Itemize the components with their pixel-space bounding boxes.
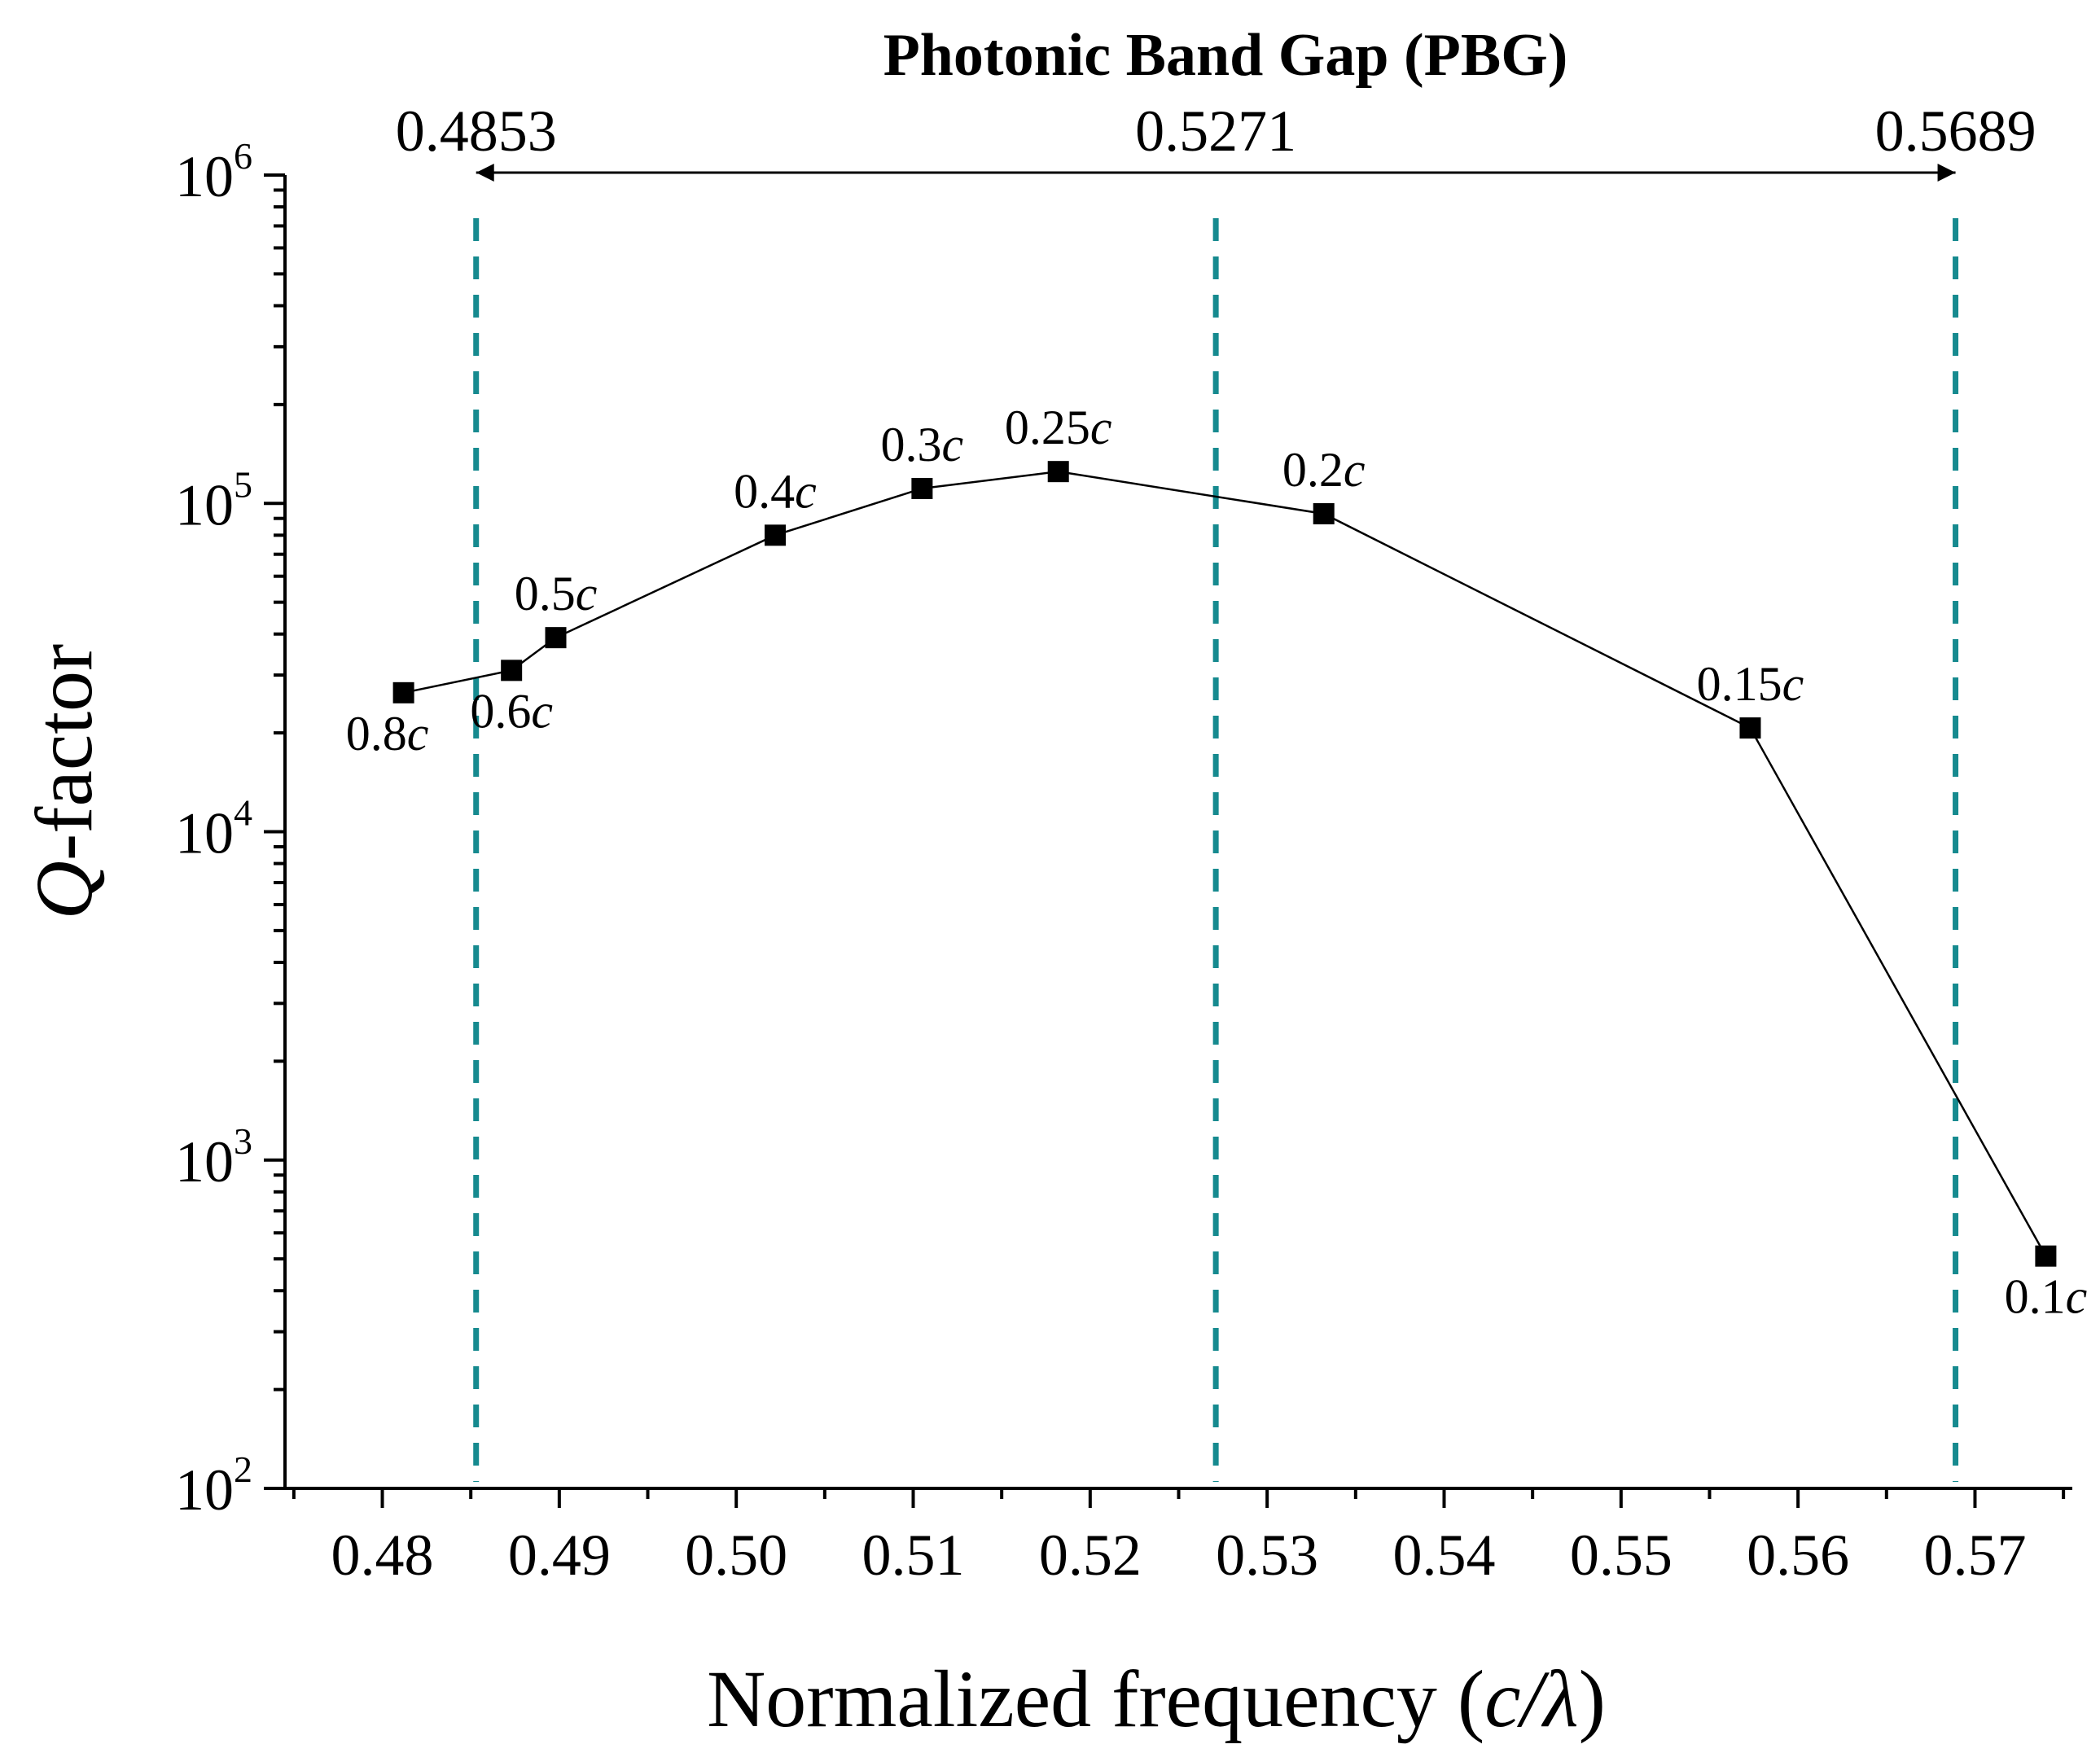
x-tick-label: 0.57 xyxy=(1923,1523,2026,1588)
y-tick-exponent: 6 xyxy=(234,135,252,177)
band-edge-lines xyxy=(473,218,1959,1482)
x-tick-label: 0.50 xyxy=(685,1523,787,1588)
band-edge-label: 0.4853 xyxy=(396,99,557,164)
data-point-label: 0.5c xyxy=(515,567,598,620)
data-point-label-number: 0.5 xyxy=(515,567,576,620)
y-tick-exponent: 4 xyxy=(234,792,252,834)
data-point-label: 0.6c xyxy=(470,684,553,738)
y-tick-label: 105 xyxy=(175,463,252,537)
y-tick-exponent: 2 xyxy=(234,1448,252,1490)
data-point-marker xyxy=(1739,717,1761,739)
y-axis-title-suffix: -factor xyxy=(19,644,109,861)
data-point-label-unit: c xyxy=(942,418,964,471)
x-tick-label: 0.53 xyxy=(1216,1523,1318,1588)
chart-title: Photonic Band Gap (PBG) xyxy=(883,22,1568,89)
data-point-label-unit: c xyxy=(407,707,429,760)
data-point-label-unit: c xyxy=(576,567,598,620)
x-tick-label: 0.49 xyxy=(508,1523,611,1588)
data-point-label: 0.2c xyxy=(1282,443,1366,497)
data-point-marker xyxy=(501,660,523,681)
data-point-marker xyxy=(545,627,567,649)
y-tick-base: 10 xyxy=(175,144,234,209)
band-edge-label: 0.5689 xyxy=(1875,99,2036,164)
data-point-label: 0.15c xyxy=(1697,657,1804,711)
y-tick-exponent: 3 xyxy=(234,1120,252,1162)
axes xyxy=(283,175,2072,1490)
data-point-marker xyxy=(911,477,933,499)
y-tick-exponent: 5 xyxy=(234,463,252,505)
data-point-label: 0.8c xyxy=(346,707,429,760)
data-point-label-unit: c xyxy=(2066,1270,2088,1324)
data-point-label-number: 0.8 xyxy=(346,707,407,760)
data-point-label-unit: c xyxy=(531,684,553,738)
data-point-label: 0.1c xyxy=(2005,1270,2088,1324)
x-tick-label: 0.55 xyxy=(1570,1523,1673,1588)
data-point-label-number: 0.6 xyxy=(470,684,531,738)
x-tick-label: 0.48 xyxy=(331,1523,434,1588)
data-point-label-number: 0.25 xyxy=(1005,401,1090,454)
x-axis-ticks: 0.48 0.49 0.50 0.51 0.52 0.53 0.54 0.55 0.56 0.57 xyxy=(292,1488,2066,1588)
y-tick-base: 10 xyxy=(175,1129,234,1194)
y-tick-base: 10 xyxy=(175,801,234,866)
y-tick-label: 104 xyxy=(175,792,252,866)
data-point-label-number: 0.4 xyxy=(734,464,795,518)
x-tick-label: 0.54 xyxy=(1392,1523,1495,1588)
band-edge-labels: 0.4853 0.5271 0.5689 xyxy=(396,99,2036,164)
x-axis-title-suffix: ) xyxy=(1579,1654,1606,1744)
data-point-label-unit: c xyxy=(1090,401,1112,454)
data-point-label: 0.3c xyxy=(881,418,964,471)
band-edge-label: 0.5271 xyxy=(1135,99,1296,164)
x-tick-label: 0.52 xyxy=(1039,1523,1142,1588)
series-line-group xyxy=(392,461,2057,1267)
data-point-label: 0.4c xyxy=(734,464,817,518)
y-tick-label: 102 xyxy=(175,1448,252,1523)
data-point-label-unit: c xyxy=(1344,443,1366,497)
series-line xyxy=(403,470,2047,1257)
y-tick-base: 10 xyxy=(175,472,234,537)
data-point-marker xyxy=(1047,461,1069,483)
data-point-label-unit: c xyxy=(1782,657,1804,711)
x-axis-title: Normalized frequency (c/λ) xyxy=(707,1654,1606,1744)
x-tick-label: 0.56 xyxy=(1747,1523,1849,1588)
data-point-label-number: 0.15 xyxy=(1697,657,1782,711)
data-point-marker xyxy=(2035,1245,2057,1267)
x-axis-title-prefix: Normalized frequency ( xyxy=(707,1654,1484,1744)
data-point-marker xyxy=(1313,502,1335,524)
y-axis-title-italic: Q xyxy=(19,861,109,919)
data-point-label-unit: c xyxy=(795,464,817,518)
data-point-label: 0.25c xyxy=(1005,401,1112,454)
y-tick-base: 10 xyxy=(175,1457,234,1523)
data-point-marker xyxy=(392,681,414,703)
y-tick-label: 106 xyxy=(175,135,252,209)
y-axis-title: Q-factor xyxy=(19,644,109,920)
data-point-marker xyxy=(764,524,786,546)
x-axis-title-italic: c/λ xyxy=(1484,1654,1578,1744)
data-point-label-number: 0.3 xyxy=(881,418,942,471)
data-point-label-number: 0.1 xyxy=(2005,1270,2066,1324)
data-point-label-number: 0.2 xyxy=(1282,443,1344,497)
y-tick-label: 103 xyxy=(175,1120,252,1194)
x-tick-label: 0.51 xyxy=(862,1523,965,1588)
